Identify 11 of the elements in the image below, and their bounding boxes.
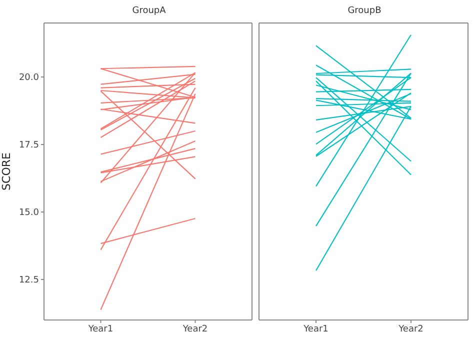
x-tick-label: Year1: [87, 324, 114, 334]
y-tick-label: 15.0: [18, 208, 40, 218]
y-tick-label: 17.5: [18, 140, 39, 151]
chart-title: GroupB: [346, 5, 382, 18]
y-tick-label: 12.5: [18, 276, 39, 286]
y-axis-title: SCORE: [0, 152, 13, 190]
x-tick-label: Year2: [182, 324, 208, 334]
chart-title: GroupA: [131, 5, 167, 18]
y-tick-label: 20.0: [18, 73, 40, 84]
x-tick-label: Year2: [398, 324, 424, 334]
x-tick-label: Year1: [302, 324, 328, 334]
